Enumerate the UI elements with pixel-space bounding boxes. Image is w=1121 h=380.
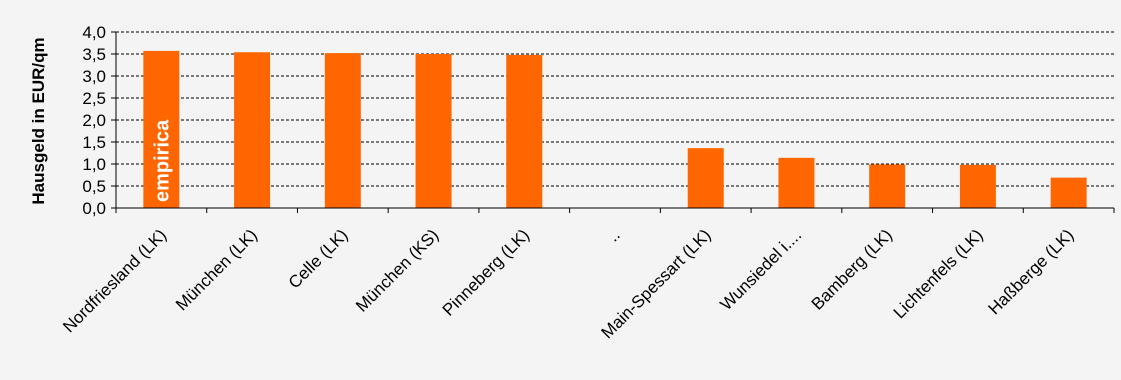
- x-tick-label: Lichtenfels (LK): [890, 225, 987, 322]
- y-tick-label: 1,5: [82, 133, 106, 152]
- bar: [143, 50, 180, 208]
- y-tick-labels: 0,0 0,5 1,0 1,5 2,0 2,5 3,0 3,5 4,0: [82, 23, 106, 218]
- x-tick-label: Wunsiedel i....: [717, 225, 806, 314]
- y-tick-label: 4,0: [82, 23, 106, 42]
- watermark-text: empirica: [151, 119, 173, 202]
- y-tick-label: 1,0: [82, 155, 106, 174]
- y-tick-label: 2,0: [82, 111, 106, 130]
- x-tick-label: München (KS): [352, 225, 442, 315]
- x-tick-label: Haßberge (LK): [985, 225, 1078, 318]
- y-tick-label: 3,5: [82, 45, 106, 64]
- x-tick-labels: Nordfriesland (LK) München (LK) Celle (LK)…: [59, 225, 1077, 342]
- bar: [1050, 177, 1087, 208]
- bar: [506, 54, 543, 208]
- bars: [143, 50, 1087, 209]
- y-tick-label: 0,5: [82, 177, 106, 196]
- y-tick-label: 0,0: [82, 199, 106, 218]
- y-axis-label: Hausgeld in EUR/qm: [29, 37, 48, 204]
- bar: [959, 164, 996, 208]
- y-tick-label: 2,5: [82, 89, 106, 108]
- x-tick-label: Bamberg (LK): [808, 225, 896, 313]
- bar: [234, 52, 271, 208]
- x-tick-label: ..: [604, 225, 624, 245]
- x-tick-label: Nordfriesland (LK): [59, 225, 170, 336]
- x-tick-label: Celle (LK): [285, 225, 352, 292]
- x-tick-label: München (LK): [172, 225, 261, 314]
- bar: [778, 157, 815, 208]
- bar: [687, 148, 724, 208]
- y-tick-label: 3,0: [82, 67, 106, 86]
- axes: [115, 32, 1115, 213]
- gridlines: [111, 31, 1114, 209]
- bar: [869, 164, 906, 208]
- bar: [415, 54, 452, 208]
- bar: [324, 53, 361, 209]
- x-tick-label: Pinneberg (LK): [439, 225, 533, 319]
